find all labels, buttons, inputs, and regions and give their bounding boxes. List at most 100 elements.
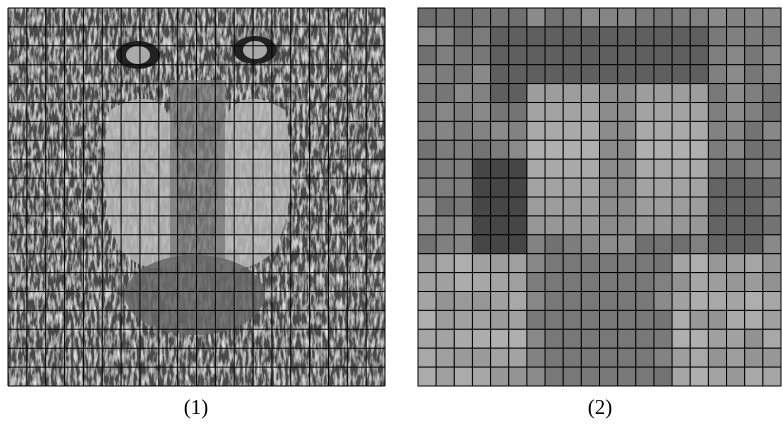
pixel-cell bbox=[653, 158, 673, 179]
pixel-cell bbox=[744, 309, 764, 330]
pixel-cell bbox=[689, 120, 709, 141]
pixel-cell bbox=[762, 366, 782, 387]
pixel-cell bbox=[453, 309, 473, 330]
pixel-cell bbox=[580, 234, 600, 255]
pixel-cell bbox=[562, 215, 582, 236]
pixel-cell bbox=[635, 366, 655, 387]
pixel-cell bbox=[617, 309, 637, 330]
pixel-cell bbox=[490, 7, 510, 28]
pixel-cell bbox=[435, 366, 455, 387]
pixel-cell bbox=[744, 177, 764, 198]
pixel-cell bbox=[417, 139, 437, 160]
pixel-cell bbox=[689, 26, 709, 47]
pixel-cell bbox=[417, 196, 437, 217]
pixel-cell bbox=[762, 272, 782, 293]
pixel-cell bbox=[635, 139, 655, 160]
pixel-cell bbox=[508, 253, 528, 274]
pixel-cell bbox=[689, 158, 709, 179]
pixel-cell bbox=[726, 26, 746, 47]
pixel-cell bbox=[526, 26, 546, 47]
pixel-cell bbox=[762, 347, 782, 368]
pixel-cell bbox=[762, 215, 782, 236]
pixel-cell bbox=[508, 7, 528, 28]
pixel-cell bbox=[671, 120, 691, 141]
pixel-cell bbox=[544, 309, 564, 330]
pixel-cell bbox=[508, 83, 528, 103]
pixel-cell bbox=[453, 7, 473, 28]
pixel-cell bbox=[544, 64, 564, 85]
pixel-cell bbox=[707, 83, 728, 103]
pixel-cell bbox=[671, 253, 691, 274]
pixel-cell bbox=[671, 328, 691, 349]
pixel-cell bbox=[617, 83, 637, 103]
pixel-cell bbox=[617, 158, 637, 179]
pixel-cell bbox=[726, 291, 746, 311]
pixel-cell bbox=[417, 309, 437, 330]
pixel-cell bbox=[562, 26, 582, 47]
pixel-cell bbox=[689, 291, 709, 311]
pixel-cell bbox=[707, 45, 728, 66]
pixel-cell bbox=[762, 196, 782, 217]
pixel-cell bbox=[471, 26, 492, 47]
pixel-cell bbox=[526, 347, 546, 368]
pixel-cell bbox=[435, 64, 455, 85]
pixel-cell bbox=[726, 215, 746, 236]
pixel-cell bbox=[617, 120, 637, 141]
left-cheek bbox=[104, 98, 180, 268]
pixel-cell bbox=[744, 45, 764, 66]
pixel-cell bbox=[707, 7, 728, 28]
pixel-cell bbox=[471, 7, 492, 28]
pixel-cell bbox=[635, 64, 655, 85]
pixel-cell bbox=[580, 7, 600, 28]
pixel-cell bbox=[508, 139, 528, 160]
pixel-cell bbox=[726, 102, 746, 122]
pixel-cell bbox=[490, 158, 510, 179]
pixel-cell bbox=[707, 120, 728, 141]
pixel-cell bbox=[617, 253, 637, 274]
pixel-cell bbox=[453, 328, 473, 349]
pixel-cell bbox=[653, 177, 673, 198]
pixel-cell bbox=[707, 309, 728, 330]
pixel-cell bbox=[580, 158, 600, 179]
pixel-cell bbox=[580, 120, 600, 141]
pixel-cell bbox=[435, 102, 455, 122]
pixel-cell bbox=[653, 328, 673, 349]
pixel-cell bbox=[544, 347, 564, 368]
pixel-cell bbox=[453, 177, 473, 198]
pixel-cell bbox=[762, 102, 782, 122]
pixel-cell bbox=[726, 139, 746, 160]
pixel-cell bbox=[762, 253, 782, 274]
pixel-cell bbox=[417, 347, 437, 368]
pixel-cell bbox=[544, 45, 564, 66]
pixel-cell bbox=[526, 328, 546, 349]
pixel-cell bbox=[471, 177, 492, 198]
pixel-cell bbox=[653, 215, 673, 236]
pixel-cell bbox=[744, 26, 764, 47]
pixel-cell bbox=[726, 177, 746, 198]
pixel-cell bbox=[744, 139, 764, 160]
pixel-cell bbox=[490, 309, 510, 330]
pixel-cell bbox=[726, 328, 746, 349]
pixel-cell bbox=[726, 83, 746, 103]
pixel-cell bbox=[599, 45, 619, 66]
pixel-cell bbox=[599, 64, 619, 85]
pixel-cell bbox=[726, 309, 746, 330]
pixel-cell bbox=[617, 45, 637, 66]
pixel-cell bbox=[617, 177, 637, 198]
pixel-cell bbox=[671, 177, 691, 198]
pixel-cell bbox=[671, 102, 691, 122]
pixel-cell bbox=[726, 120, 746, 141]
pixel-cell bbox=[599, 139, 619, 160]
pixel-cell bbox=[617, 196, 637, 217]
pixel-cell bbox=[689, 83, 709, 103]
pixel-cell bbox=[562, 366, 582, 387]
pixel-cell bbox=[617, 234, 637, 255]
pixel-cell bbox=[599, 366, 619, 387]
pixel-cell bbox=[544, 158, 564, 179]
pixel-cell bbox=[453, 272, 473, 293]
pixel-cell bbox=[726, 7, 746, 28]
pixel-cell bbox=[617, 328, 637, 349]
pixel-cell bbox=[544, 26, 564, 47]
pixel-cell bbox=[726, 366, 746, 387]
pixel-cell bbox=[490, 139, 510, 160]
